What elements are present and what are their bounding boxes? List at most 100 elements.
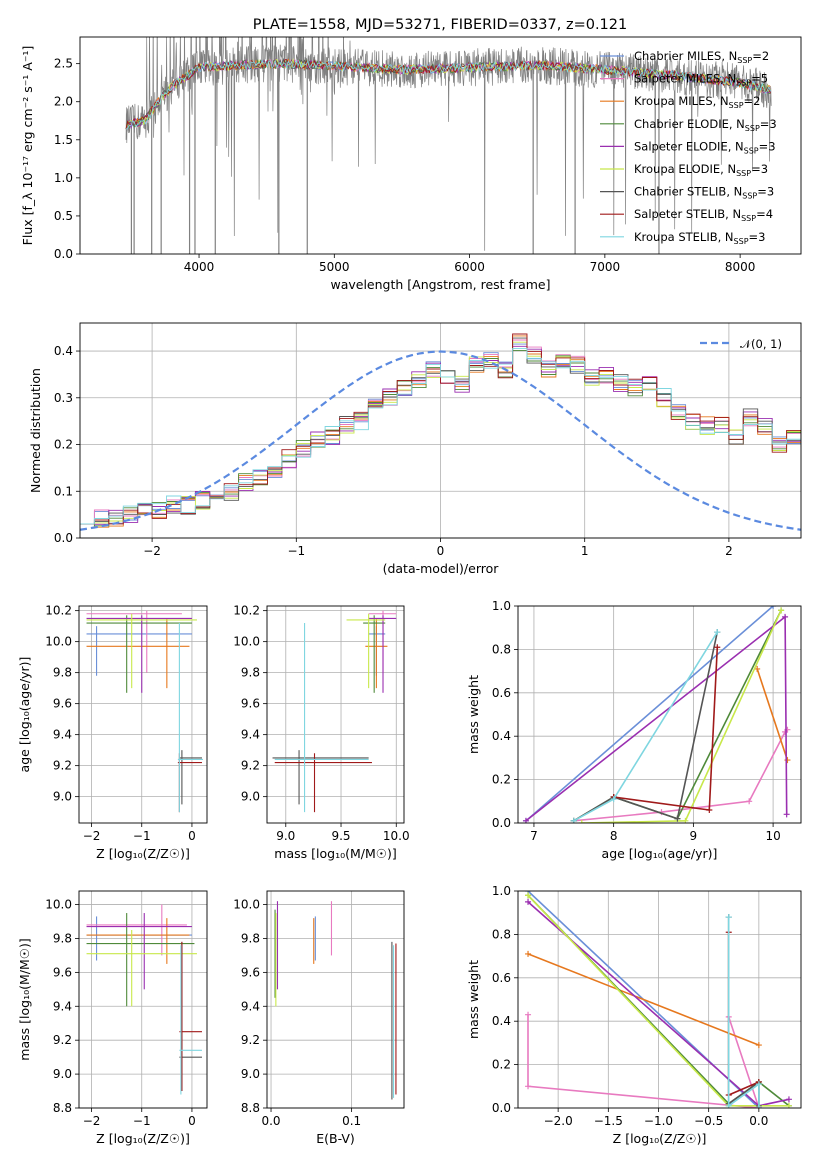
plot-area [86,610,203,813]
y-tick-label: 9.6 [53,697,72,711]
series-marker [746,798,753,805]
x-tick-label: −1 [287,544,305,558]
series-marker [525,1083,532,1090]
mass-vs-metallicity-panel: −2 −1 0 8.8 9.0 9.2 9.4 9.6 9.8 10.0 Z [log₁₀(Z/Z☉… [17,890,208,1146]
y-tick-label: 0.0 [54,247,73,261]
y-tick-label: 10.0 [233,898,260,912]
series-marker [725,914,732,921]
legend-count: =2 [744,94,761,108]
series-chabrier-miles [522,606,777,823]
series-marker [525,898,532,905]
y-tick-label: 9.8 [53,931,72,945]
series-marker [706,806,713,813]
y-tick-label: 0.0 [54,531,73,545]
x-tick-label: −2 [83,1114,101,1128]
plot-area [274,901,397,1100]
series-salpeter-miles [570,726,791,823]
x-tick-label: 1 [581,544,589,558]
y-tick-label: 9.2 [241,1033,260,1047]
series-line [527,1014,760,1108]
y-tick-label: 0.5 [54,209,73,223]
x-axis-label: wavelength [Angstrom, rest frame] [330,277,550,292]
series-marker [784,757,791,764]
legend-label-salpeter-elodie: Salpeter ELODIE, NSSP=3 [634,139,776,155]
cross-chabrier-miles [86,626,192,676]
plot-area [125,37,772,254]
series-marker [783,811,790,818]
residuals-legend: 𝒩(0, 1) [700,337,782,351]
y-tick-label: 0.4 [492,729,511,743]
legend-subscript: SSP [742,192,757,201]
cross-chabrier-stelib [179,941,202,1092]
legend-subscript: SSP [736,79,751,88]
y-tick-label: 0.0 [492,1101,511,1115]
y-tick-label: 9.8 [241,931,260,945]
legend-label-kroupa-elodie: Kroupa ELODIE, NSSP=3 [634,162,768,178]
y-tick-label: 9.6 [241,965,260,979]
series-marker [755,1105,762,1108]
cross-salpeter-elodie [368,615,397,693]
series-marker [755,1081,762,1088]
legend-count: =3 [751,162,768,176]
legend-subscript: SSP [734,237,749,246]
legend-subscript: SSP [736,169,751,178]
series-salpeter-miles [525,1011,762,1108]
y-tick-label: 0.2 [54,438,73,452]
plot-area [86,904,202,1095]
x-axis-label: mass [log₁₀(M/M☉)] [274,846,396,861]
spectrum-panel: 4000 5000 6000 7000 8000 0.0 0.5 1.0 1.5 2.0 2.5 wa… [20,36,802,292]
y-tick-label: 9.0 [53,790,72,804]
mass-vs-ebv-panel: 0.0 0.1 8.8 9.0 9.2 9.4 9.6 9.8 10.0 E(B-V) [233,890,405,1146]
y-tick-label: 2.0 [54,95,73,109]
plot-area [80,333,801,531]
y-tick-label: 0.1 [54,484,73,498]
x-axis-label: Z [log₁₀(Z/Z☉)] [96,1131,190,1146]
weight-vs-age-panel: 7 8 9 10 0.0 0.2 0.4 0.6 0.8 1.0 age [log₁₀(age/yr… [466,599,802,861]
series-marker [525,1011,532,1018]
legend-subscript: SSP [737,56,752,65]
series-line [727,917,760,1106]
axes-frame [78,605,208,824]
cross-salpeter-elodie [86,615,192,693]
series-marker [610,796,617,803]
cross-kroupa-stelib [177,623,203,813]
age-vs-metallicity-panel: −2 −1 0 9.0 9.2 9.4 9.6 9.8 10.0 10.2 Z [log₁₀(Z/Z… [17,604,208,861]
legend-count: =3 [757,185,774,199]
legend-count: =5 [751,72,768,86]
series-salpeter-stelib [610,644,721,813]
axes-frame [79,36,802,255]
x-tick-label: 0 [188,829,196,843]
series-line [525,606,774,822]
x-tick-label: 0 [188,1114,196,1128]
x-tick-label: 9 [690,829,698,843]
y-tick-label: 0.2 [492,773,511,787]
y-tick-label: 9.2 [53,1033,72,1047]
series-salpeter-elodie [522,613,790,823]
y-tick-label: 9.0 [241,790,260,804]
y-tick-label: 9.0 [53,1067,72,1081]
legend-label-chabrier-elodie: Chabrier ELODIE, NSSP=3 [634,117,777,133]
legend-count: =3 [749,230,766,244]
y-tick-label: 9.8 [241,666,260,680]
model-salpeter-stelib-line [125,59,771,130]
cross-salpeter-stelib [179,941,202,1092]
y-tick-label: 2.5 [54,57,73,71]
cross-salpeter-elodie [86,913,192,990]
histogram-kroupa-stelib [80,348,801,525]
x-axis-label: age [log₁₀(age/yr)] [602,846,718,861]
y-tick-label: 9.6 [53,965,72,979]
x-tick-label: 8 [610,829,618,843]
y-tick-label: 9.2 [241,759,260,773]
legend-count: =3 [759,139,776,153]
cross-kroupa-elodie [86,929,197,1007]
cross-chabrier-elodie [86,913,195,1007]
series-kroupa-stelib [725,914,762,1108]
x-tick-label: 7000 [590,260,621,274]
x-tick-label: −2 [143,544,161,558]
series-chabrier-elodie [570,607,785,823]
series-marker [778,607,785,614]
series-salpeter-stelib [725,929,762,1098]
y-tick-label: 9.0 [241,1067,260,1081]
legend-label-salpeter-miles: Salpeter MILES, NSSP=5 [634,72,768,88]
